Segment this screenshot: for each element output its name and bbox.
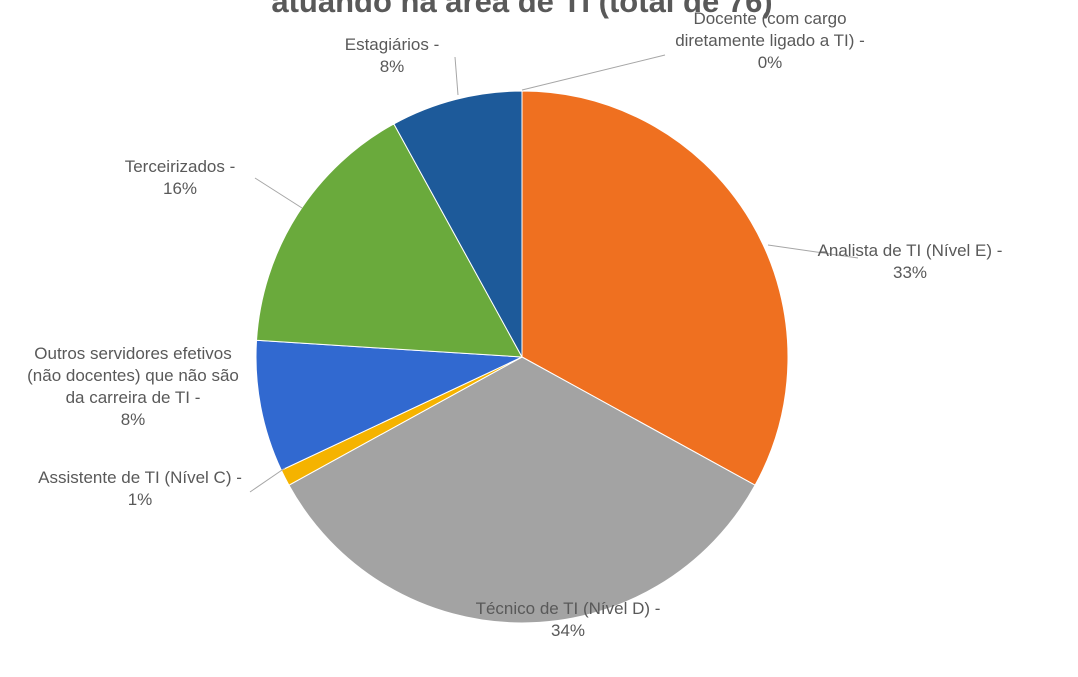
label-value: 34% xyxy=(550,621,586,640)
label-name: Terceirizados - xyxy=(124,157,236,176)
data-label: Analista de TI (Nível E) - 33% xyxy=(805,240,1015,284)
pie-slice xyxy=(288,356,756,624)
leader-line xyxy=(249,467,286,493)
label-value: 8% xyxy=(120,410,146,429)
label-name: Docente (com cargo diretamente ligado a … xyxy=(675,9,865,50)
leader-line xyxy=(454,56,459,96)
label-name: Técnico de TI (Nível D) - xyxy=(475,599,661,618)
pie-slice xyxy=(521,90,789,486)
label-value: 16% xyxy=(162,179,198,198)
label-name: Assistente de TI (Nível C) - xyxy=(38,468,242,487)
chart-title: atuando na área de TI (total de 76) xyxy=(271,0,773,19)
data-label: Técnico de TI (Nível D) - 34% xyxy=(448,598,688,642)
leader-line xyxy=(521,54,666,91)
data-label: Terceirizados - 16% xyxy=(80,156,280,200)
leader-line xyxy=(254,177,303,209)
leader-line xyxy=(767,244,859,259)
data-label: Estagiários - 8% xyxy=(322,34,462,78)
pie-slice xyxy=(255,339,523,471)
label-value: 8% xyxy=(379,57,405,76)
pie-slice xyxy=(255,123,523,358)
label-value: 1% xyxy=(127,490,153,509)
label-value: 33% xyxy=(892,263,928,282)
label-value: 0% xyxy=(757,53,783,72)
data-label: Assistente de TI (Nível C) - 1% xyxy=(20,467,260,511)
label-name: Analista de TI (Nível E) - xyxy=(817,241,1003,260)
data-label: Outros servidores efetivos (não docentes… xyxy=(18,343,248,431)
data-label: Docente (com cargo diretamente ligado a … xyxy=(660,8,880,74)
label-name: Estagiários - xyxy=(344,35,440,54)
pie-slice xyxy=(393,90,523,358)
label-name: Outros servidores efetivos (não docentes… xyxy=(27,344,239,407)
